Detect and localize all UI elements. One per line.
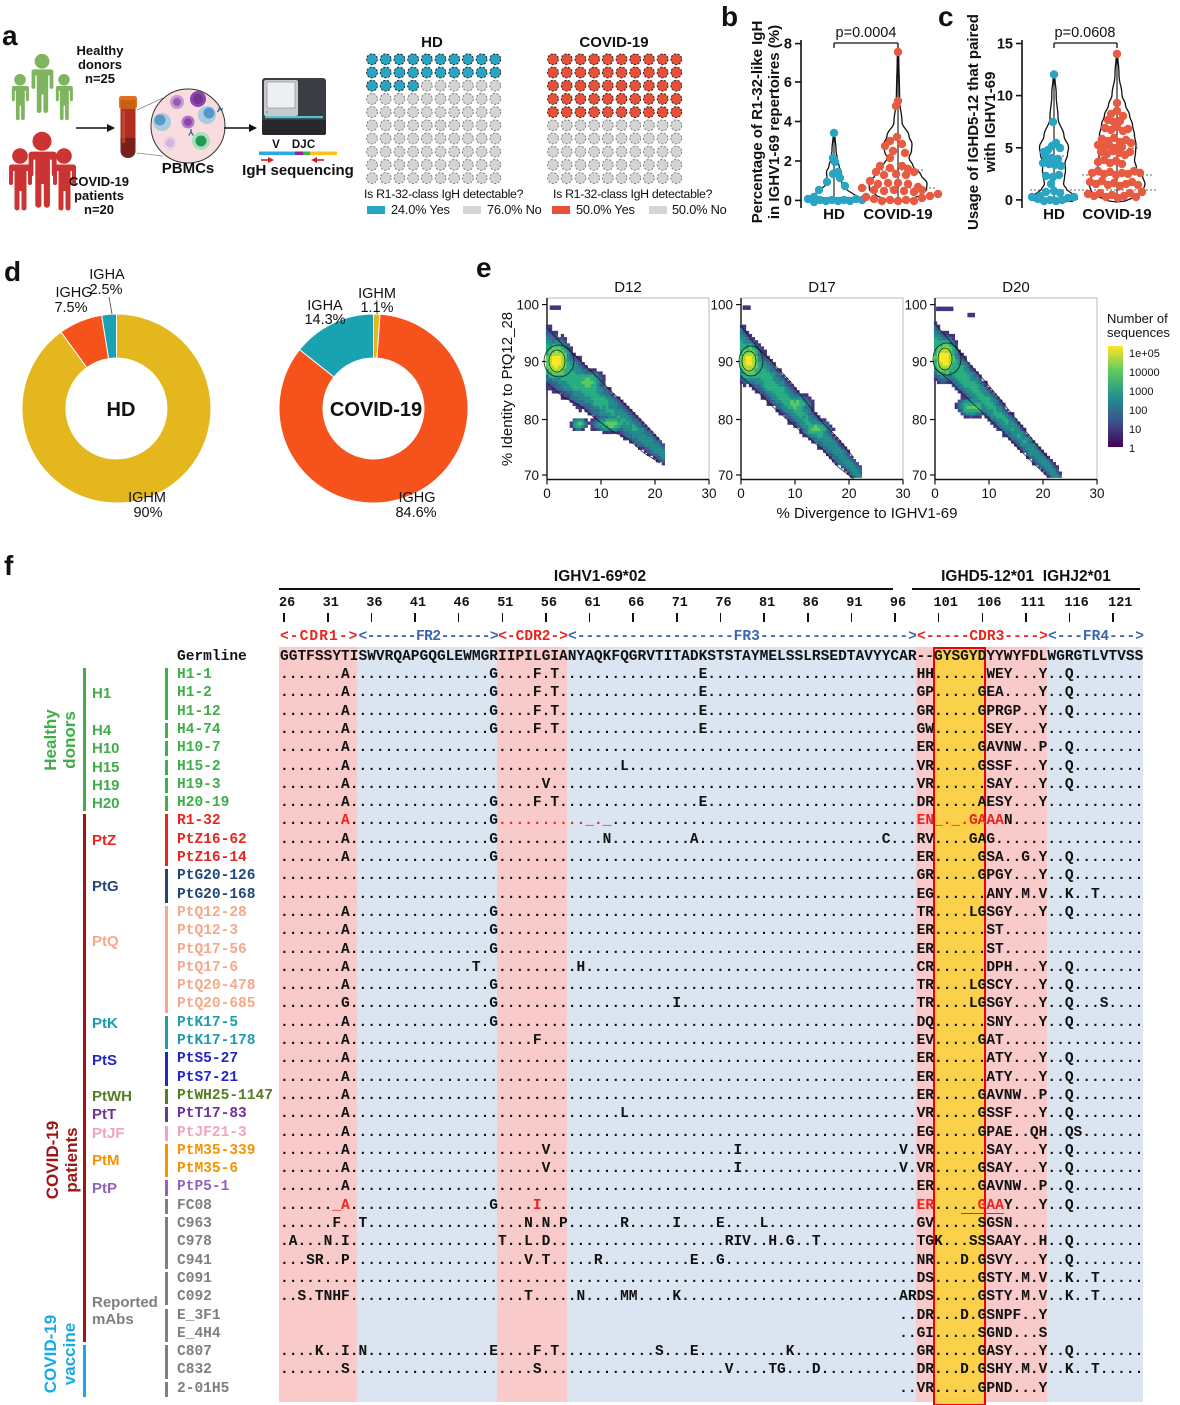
svg-text:PBMCs: PBMCs xyxy=(162,160,215,177)
svg-text:10: 10 xyxy=(787,486,802,501)
svg-text:V: V xyxy=(272,139,280,151)
svg-text:14.3%: 14.3% xyxy=(304,312,345,328)
svg-text:10000: 10000 xyxy=(1129,367,1160,379)
svg-text:1000: 1000 xyxy=(1129,386,1153,398)
svg-text:COVID-19: COVID-19 xyxy=(579,34,648,51)
svg-text:80: 80 xyxy=(912,413,927,428)
svg-text:in IGHV1-69 repertoires (%): in IGHV1-69 repertoires (%) xyxy=(766,25,783,219)
svg-text:90%: 90% xyxy=(133,505,162,521)
svg-text:COVID-19: COVID-19 xyxy=(69,174,129,189)
svg-text:C: C xyxy=(307,139,315,151)
svg-text:HD: HD xyxy=(421,34,443,51)
svg-text:0: 0 xyxy=(543,486,551,501)
svg-text:1.1%: 1.1% xyxy=(360,300,393,316)
svg-text:76.0% No: 76.0% No xyxy=(487,202,542,217)
svg-text:HD: HD xyxy=(823,206,845,223)
svg-text:% Divergence to IGHV1-69: % Divergence to IGHV1-69 xyxy=(777,505,958,522)
svg-text:IGHM: IGHM xyxy=(358,286,396,302)
svg-text:70: 70 xyxy=(524,468,539,483)
svg-text:Y: Y xyxy=(214,104,225,116)
svg-text:Y: Y xyxy=(188,127,194,137)
svg-text:6: 6 xyxy=(784,75,792,91)
svg-text:20: 20 xyxy=(841,486,856,501)
svg-text:7.5%: 7.5% xyxy=(54,300,87,316)
svg-text:10: 10 xyxy=(593,486,608,501)
svg-text:10: 10 xyxy=(981,486,996,501)
svg-text:n=20: n=20 xyxy=(84,202,114,217)
svg-text:Is R1-32-class IgH detectable?: Is R1-32-class IgH detectable? xyxy=(553,187,713,201)
svg-text:patients: patients xyxy=(74,188,124,203)
svg-text:80: 80 xyxy=(718,413,733,428)
svg-text:0: 0 xyxy=(931,486,939,501)
svg-text:2: 2 xyxy=(784,154,792,170)
svg-text:90: 90 xyxy=(718,355,733,370)
svg-text:IGHM: IGHM xyxy=(128,490,166,506)
svg-text:90: 90 xyxy=(912,355,927,370)
svg-text:COVID-19: COVID-19 xyxy=(1082,206,1151,223)
svg-text:0: 0 xyxy=(1005,193,1013,209)
svg-text:D17: D17 xyxy=(808,279,836,296)
svg-text:1: 1 xyxy=(1129,443,1135,455)
svg-text:1e+05: 1e+05 xyxy=(1129,348,1160,360)
svg-text:D12: D12 xyxy=(614,279,642,296)
svg-text:50.0% No: 50.0% No xyxy=(672,202,727,217)
svg-text:70: 70 xyxy=(718,468,733,483)
svg-text:D20: D20 xyxy=(1002,279,1030,296)
svg-text:IGHA: IGHA xyxy=(89,267,125,283)
svg-text:100: 100 xyxy=(516,298,539,313)
svg-text:100: 100 xyxy=(904,298,927,313)
svg-text:p=0.0004: p=0.0004 xyxy=(836,25,897,41)
svg-text:Percentage of R1-32-like IgH: Percentage of R1-32-like IgH xyxy=(749,21,766,224)
svg-text:Number of: Number of xyxy=(1107,311,1168,326)
svg-text:with IGHV1-69: with IGHV1-69 xyxy=(982,72,999,174)
svg-text:15: 15 xyxy=(997,37,1013,53)
svg-text:IGHG: IGHG xyxy=(55,285,92,301)
svg-text:100: 100 xyxy=(710,298,733,313)
svg-text:IGHG: IGHG xyxy=(398,490,435,506)
svg-text:Healthy: Healthy xyxy=(77,43,125,58)
svg-text:10: 10 xyxy=(997,89,1013,105)
svg-text:30: 30 xyxy=(701,486,716,501)
svg-text:J: J xyxy=(300,139,306,151)
svg-text:Is R1-32-class IgH detectable?: Is R1-32-class IgH detectable? xyxy=(364,187,524,201)
svg-text:0: 0 xyxy=(784,193,792,209)
svg-text:Usage of IGHD5-12 that paired: Usage of IGHD5-12 that paired xyxy=(965,14,982,230)
svg-text:donors: donors xyxy=(78,57,122,72)
svg-text:84.6%: 84.6% xyxy=(395,505,436,521)
svg-text:HD: HD xyxy=(1043,206,1065,223)
svg-text:COVID-19: COVID-19 xyxy=(330,399,422,421)
svg-text:IGHA: IGHA xyxy=(307,298,343,314)
svg-text:80: 80 xyxy=(524,413,539,428)
svg-text:5: 5 xyxy=(1005,141,1013,157)
svg-text:70: 70 xyxy=(912,468,927,483)
svg-text:20: 20 xyxy=(647,486,662,501)
svg-text:30: 30 xyxy=(895,486,910,501)
svg-text:HD: HD xyxy=(107,399,136,421)
svg-text:COVID-19: COVID-19 xyxy=(863,206,932,223)
svg-text:100: 100 xyxy=(1129,405,1147,417)
svg-text:2.5%: 2.5% xyxy=(89,282,122,298)
svg-text:0: 0 xyxy=(737,486,745,501)
svg-text:% Identity to PtQ12_28: % Identity to PtQ12_28 xyxy=(499,312,516,466)
svg-text:IgH sequencing: IgH sequencing xyxy=(242,162,354,179)
svg-text:10: 10 xyxy=(1129,424,1141,436)
svg-text:50.0% Yes: 50.0% Yes xyxy=(576,202,635,217)
svg-text:24.0% Yes: 24.0% Yes xyxy=(391,202,450,217)
svg-text:sequences: sequences xyxy=(1107,325,1170,340)
svg-text:8: 8 xyxy=(784,37,792,53)
svg-text:30: 30 xyxy=(1089,486,1104,501)
svg-text:4: 4 xyxy=(784,115,792,131)
svg-text:p=0.0608: p=0.0608 xyxy=(1055,25,1116,41)
svg-text:90: 90 xyxy=(524,355,539,370)
svg-text:D: D xyxy=(292,139,300,151)
svg-text:n=25: n=25 xyxy=(85,71,115,86)
svg-text:20: 20 xyxy=(1035,486,1050,501)
